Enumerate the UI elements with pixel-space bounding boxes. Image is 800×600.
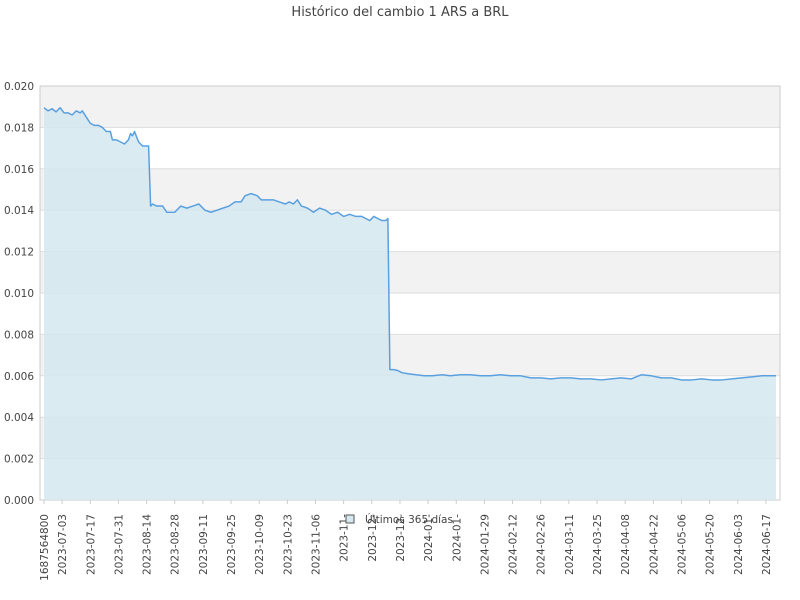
x-tick-label: 2024-06-03 [733, 514, 745, 575]
x-tick-label: 2023-09-11 [198, 514, 210, 575]
x-tick-label: 2024-02-26 [536, 514, 548, 575]
x-tick-label: 2024-01-29 [479, 514, 491, 575]
y-tick-label: 0.002 [4, 454, 34, 466]
y-tick-label: 0.018 [4, 122, 34, 134]
x-tick-label: 2024-04-22 [648, 514, 660, 575]
x-tick-label: 2024-04-08 [620, 514, 632, 575]
x-tick-label: 2023-08-14 [142, 514, 154, 575]
x-tick-label: 2023-07-17 [85, 514, 97, 575]
x-tick-label: 2024-01- [451, 514, 463, 562]
x-tick-label: 2024-03-25 [592, 514, 604, 575]
x-axis-ticks: 1687564800 2023-07-03 2023-07-17 2023-07-31… [39, 500, 773, 581]
x-tick-label: 2023-07-31 [113, 514, 125, 575]
area-fill [44, 107, 776, 501]
y-tick-label: 0.020 [4, 81, 34, 93]
y-axis-ticks: 0.000 0.002 0.004 0.006 0.008 0.010 0.012 0.014… [4, 81, 34, 507]
x-tick-label: 2024-05-06 [676, 514, 688, 575]
y-tick-label: 0.014 [4, 205, 34, 217]
background-band [40, 86, 780, 128]
background-band [40, 168, 780, 211]
y-tick-label: 0.010 [4, 288, 34, 300]
y-tick-label: 0.000 [4, 495, 34, 507]
y-tick-label: 0.004 [4, 412, 34, 424]
y-tick-label: 0.006 [4, 371, 34, 383]
x-tick-label: 2024-02-12 [508, 514, 520, 575]
x-tick-label: 2023-12- [367, 514, 379, 562]
x-tick-label: 2024-01- [423, 514, 435, 562]
background-bands [40, 86, 780, 459]
y-tick-label: 0.008 [4, 329, 34, 341]
legend-label[interactable]: Últimos 365 días [365, 513, 453, 526]
legend-swatch[interactable] [345, 514, 355, 524]
x-tick-label: 2023-10-23 [282, 514, 294, 575]
x-tick-label: 2024-06-17 [761, 514, 773, 575]
x-tick-label: 2023-09-25 [226, 514, 238, 575]
x-tick-label: 2023-11-06 [310, 514, 322, 575]
series-line [43, 106, 776, 381]
x-tick-label: 1687564800 [39, 514, 51, 581]
x-tick-label: 2024-05-20 [705, 514, 717, 575]
y-tick-label: 0.012 [4, 247, 34, 259]
x-tick-label: 2023-10-09 [254, 514, 266, 575]
x-tick-label: 2023-11- [339, 514, 351, 562]
x-tick-label: 2023-08-28 [170, 514, 182, 575]
x-tick-label: 2024-03-11 [564, 514, 576, 575]
chart-title: Histórico del cambio 1 ARS a BRL [291, 5, 509, 20]
legend[interactable]: Últimos 365 días [345, 513, 453, 526]
y-tick-label: 0.016 [4, 164, 34, 176]
x-tick-label: 2023-07-03 [57, 514, 69, 575]
x-tick-label: 2023-12- [395, 514, 407, 562]
